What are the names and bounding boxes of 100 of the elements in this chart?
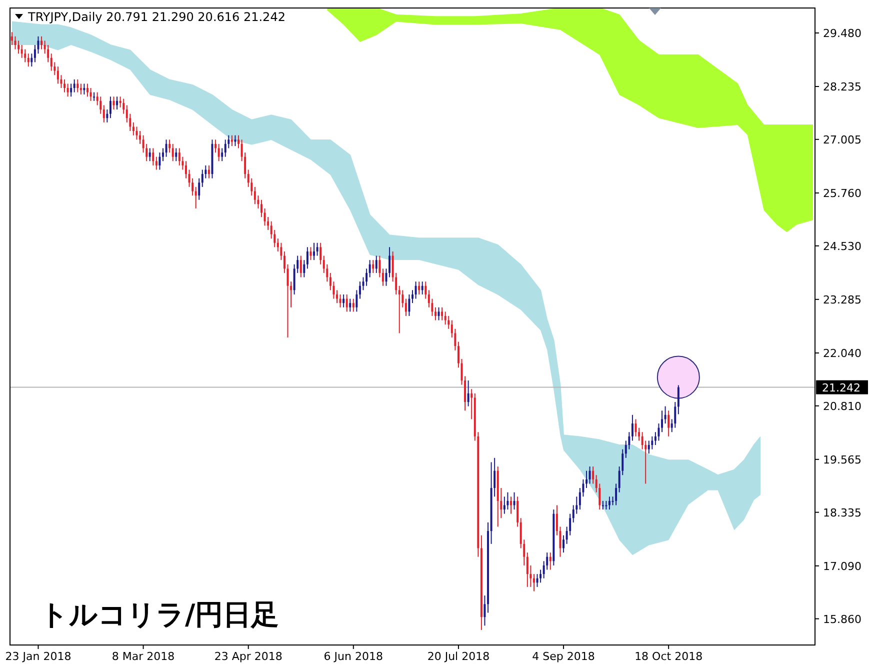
candlestick: [221, 148, 224, 162]
candlestick: [224, 139, 226, 158]
candlestick: [18, 40, 20, 54]
candlestick: [162, 148, 164, 162]
candlestick: [661, 410, 663, 433]
candlestick: [148, 148, 151, 162]
annotation: トルコリラ/円日足: [40, 598, 280, 631]
candlestick: [434, 306, 436, 321]
candlestick: [382, 268, 384, 286]
candlestick: [136, 126, 138, 140]
candlestick: [201, 169, 204, 188]
candlestick: [586, 470, 588, 489]
y-tick-label: 23.285: [823, 293, 862, 306]
candlestick: [66, 83, 69, 98]
candlestick: [356, 290, 358, 312]
candlestick: [178, 148, 180, 166]
candlestick: [106, 109, 108, 123]
candlestick: [651, 436, 654, 450]
candlestick: [316, 242, 318, 256]
candlestick: [165, 139, 168, 158]
candlestick: [510, 496, 512, 514]
candlestick: [116, 96, 118, 110]
candlestick: [421, 281, 424, 295]
candlestick: [342, 294, 345, 308]
candlestick: [668, 410, 670, 437]
candlestick: [408, 294, 410, 316]
y-tick-label: 27.005: [823, 133, 862, 146]
candlestick: [83, 83, 86, 95]
x-tick-label: 20 Jul 2018: [427, 650, 490, 663]
candlestick: [27, 53, 30, 67]
candlestick: [648, 440, 650, 454]
candlestick: [300, 255, 302, 278]
candlestick: [64, 78, 66, 93]
x-tick-label: 6 Jun 2018: [324, 650, 383, 663]
x-tick-label: 23 Jan 2018: [5, 650, 72, 663]
candlestick: [470, 388, 473, 420]
candlestick: [418, 281, 420, 295]
candlestick: [608, 496, 610, 510]
candlestick: [100, 96, 102, 114]
candlestick: [398, 285, 400, 334]
candlestick: [549, 552, 552, 570]
y-tick-label: 15.860: [823, 612, 862, 626]
y-tick-label: 20.810: [823, 400, 862, 413]
y-tick-label: 18.335: [823, 506, 862, 520]
candlestick: [448, 315, 450, 330]
candlestick: [234, 134, 236, 147]
candlestick: [47, 44, 50, 63]
candlestick: [198, 178, 200, 200]
candlestick: [540, 569, 542, 584]
y-tick-label: 19.565: [823, 453, 862, 466]
candlestick: [290, 281, 292, 308]
y-tick-label: 25.760: [823, 186, 862, 200]
candlestick: [155, 156, 158, 170]
candlestick: [366, 268, 368, 286]
candlestick: [184, 160, 187, 179]
candlestick: [56, 66, 59, 84]
y-tick-label: 17.090: [823, 560, 862, 573]
candlestick: [238, 134, 240, 149]
candlestick: [532, 574, 535, 592]
candlestick: [484, 595, 486, 626]
candlestick: [40, 36, 42, 50]
candlestick: [10, 32, 13, 46]
candlestick: [139, 130, 141, 144]
candlestick: [424, 281, 427, 300]
x-tick-label: 8 Mar 2018: [112, 650, 175, 663]
candlestick: [132, 122, 134, 136]
candlestick: [588, 466, 591, 484]
y-tick-label: 29.480: [823, 26, 862, 40]
candlestick: [658, 422, 660, 442]
candlestick: [339, 294, 342, 308]
candlestick: [303, 260, 306, 278]
candlestick: [375, 255, 378, 274]
candlestick: [414, 281, 417, 300]
candlestick: [664, 406, 666, 424]
candlestick: [513, 492, 516, 510]
candlestick: [674, 401, 676, 428]
candlestick: [349, 298, 352, 312]
candlestick: [50, 53, 52, 72]
candlestick: [24, 48, 26, 63]
candlestick: [346, 294, 348, 312]
candlestick: [352, 298, 354, 312]
candlestick: [467, 380, 470, 407]
candlestick: [404, 298, 407, 316]
candlestick: [30, 53, 33, 67]
candlestick: [313, 242, 315, 261]
candlestick: [230, 134, 233, 147]
candlestick: [168, 139, 171, 154]
candlestick: [80, 83, 82, 95]
candlestick: [73, 78, 76, 93]
y-tick-label: 24.530: [823, 240, 862, 253]
chart-title: TRYJPY,Daily 20.791 21.290 20.616 21.242: [27, 10, 286, 24]
candlestick: [208, 164, 210, 179]
candlestick: [388, 246, 391, 278]
candlestick: [218, 143, 220, 162]
candlestick: [372, 260, 374, 274]
candlestick: [254, 186, 256, 205]
candlestick: [412, 290, 414, 304]
candlestick: [280, 242, 282, 261]
candlestick: [358, 281, 361, 300]
candlestick: [506, 492, 509, 510]
